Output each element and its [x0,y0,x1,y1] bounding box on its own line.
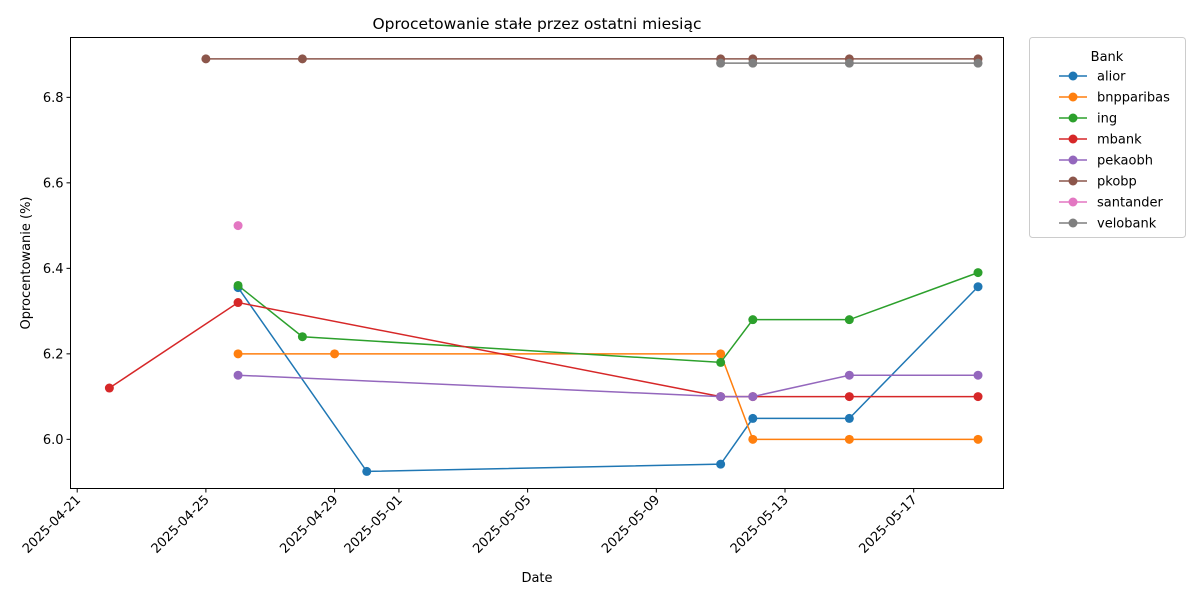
y-tick-label: 6.0 [43,433,64,448]
series-velobank [716,58,983,68]
data-point [973,268,983,278]
y-tick-label: 6.8 [43,91,64,106]
legend-item-velobank: velobank [1059,217,1157,232]
data-point [844,392,854,402]
plot-area [104,54,983,476]
x-tick-label: 2025-05-13 [728,493,792,557]
data-point [297,332,307,342]
data-point [973,370,983,380]
y-axis-label: Oprocentowanie (%) [19,196,34,329]
data-point [362,466,372,476]
legend-title: Bank [1091,50,1124,65]
legend-marker [1068,155,1078,165]
legend-item-pekaobh: pekaobh [1059,154,1153,169]
y-tick-label: 6.2 [43,347,64,362]
data-point [973,434,983,444]
data-point [748,315,758,325]
data-point [233,280,243,290]
legend-marker [1068,71,1078,81]
series-line-pekaobh [238,374,979,398]
x-tick-label: 2025-04-25 [149,493,213,557]
plot-frame [70,37,1004,489]
data-point [233,221,243,231]
legend-label: bnpparibas [1097,91,1170,106]
y-tick-label: 6.6 [43,176,64,191]
data-point [844,434,854,444]
data-point [716,357,726,367]
chart-title: Oprocetowanie stałe przez ostatni miesią… [372,15,701,33]
x-tick-label: 2025-05-05 [470,493,534,557]
series-pkobp [201,54,983,64]
legend-label: ing [1097,112,1117,127]
legend-label: alior [1097,70,1126,85]
series-line-alior [237,286,979,473]
y-tick-label: 6.4 [43,262,64,277]
series-santander [233,221,243,231]
x-tick-label: 2025-05-17 [856,493,920,557]
legend-marker [1068,197,1078,207]
legend-marker [1068,113,1078,123]
legend: Bank alior bnpparibas ing mbank pekaobh pkobp… [1029,37,1186,238]
legend-label: santander [1097,196,1164,211]
x-tick-label: 2025-04-29 [277,493,341,557]
data-point [973,282,983,292]
y-axis: 6.0 6.2 6.4 6.6 6.8 [43,91,71,448]
series-ing [233,268,983,367]
data-point [748,392,758,402]
data-point [748,413,758,423]
legend-item-ing: ing [1059,112,1117,127]
data-point [233,349,243,359]
legend-items: alior bnpparibas ing mbank pekaobh pkobp santa… [1059,70,1170,232]
x-axis: 2025-04-21 2025-04-25 2025-04-29 2025-05-01… [20,488,921,557]
legend-marker [1068,134,1078,144]
data-point [748,434,758,444]
legend-item-santander: santander [1059,196,1164,211]
series-mbank [104,298,983,402]
data-point [297,54,307,64]
x-tick-label: 2025-05-09 [599,493,663,557]
legend-item-pkobp: pkobp [1059,175,1137,190]
x-tick-label: 2025-04-21 [20,493,84,557]
data-point [973,392,983,402]
series-pekaobh [233,370,983,402]
data-point [716,349,726,359]
data-point [844,58,854,68]
data-point [844,315,854,325]
legend-marker [1068,92,1078,102]
legend-box [1029,37,1186,238]
data-point [201,54,211,64]
data-point [716,459,726,469]
legend-label: mbank [1097,133,1142,148]
x-axis-label: Date [521,571,552,586]
data-point [233,298,243,308]
data-point [844,413,854,423]
legend-label: pkobp [1097,175,1137,190]
legend-marker [1068,176,1078,186]
series-line-ing [237,271,979,364]
legend-item-mbank: mbank [1059,133,1142,148]
data-point [844,370,854,380]
data-point [973,58,983,68]
data-point [104,383,114,393]
data-point [716,392,726,402]
data-point [716,58,726,68]
legend-label: pekaobh [1097,154,1153,169]
legend-marker [1068,218,1078,228]
x-tick-label: 2025-05-01 [342,493,406,557]
legend-label: velobank [1097,217,1157,232]
legend-item-bnpparibas: bnpparibas [1059,91,1170,106]
legend-item-alior: alior [1059,70,1126,85]
data-point [748,58,758,68]
data-point [330,349,340,359]
data-point [233,370,243,380]
